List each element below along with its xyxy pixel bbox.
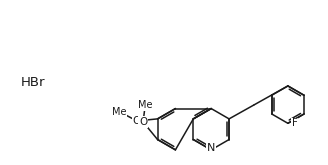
Text: O: O [139,117,147,127]
Text: N: N [207,143,215,153]
Text: Me: Me [112,107,127,117]
Text: F: F [292,118,298,128]
Text: Me: Me [138,100,153,110]
Text: HBr: HBr [20,76,45,88]
Text: O: O [133,116,141,126]
